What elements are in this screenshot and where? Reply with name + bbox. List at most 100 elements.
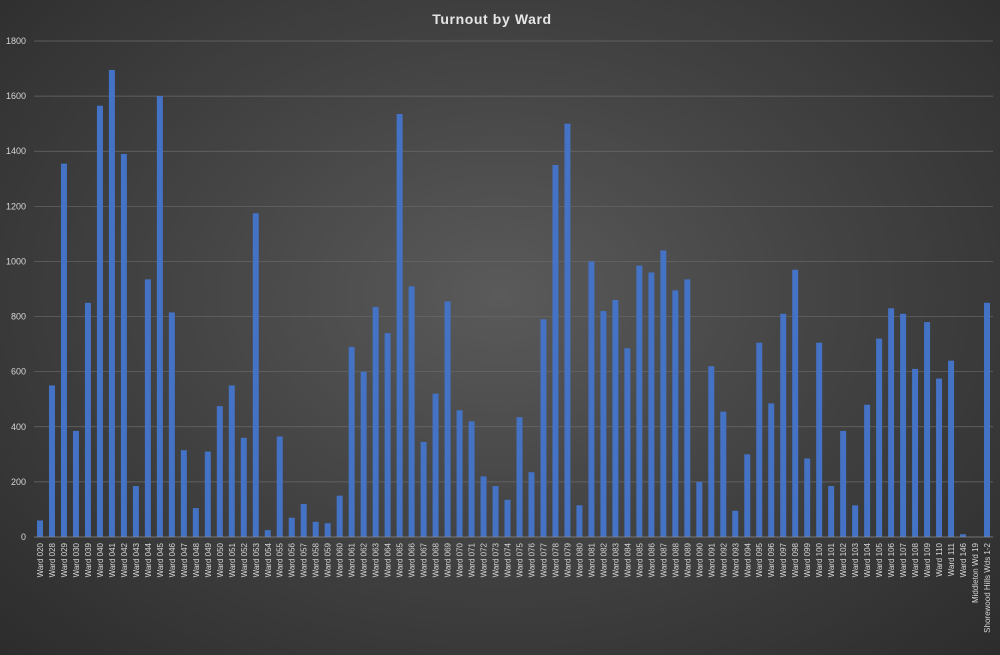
x-tick-label: Ward 085 [635,542,644,577]
bar [720,411,727,537]
x-tick-label: Ward 092 [719,542,728,577]
bar [420,441,427,537]
bar [276,436,283,537]
x-tick-label: Ward 107 [899,542,908,577]
bar [516,417,523,537]
x-tick-label: Ward 046 [168,542,177,577]
gridlines [34,40,993,483]
bar [240,437,247,537]
y-tick-label: 1600 [6,91,26,101]
bar [660,250,667,538]
y-tick-label: 1400 [6,146,26,156]
bar [336,495,343,537]
bar [264,530,271,537]
x-tick-label: Ward 062 [360,542,369,577]
x-tick-label: Ward 102 [839,542,848,577]
x-tick-label: Ward 030 [72,542,81,577]
bar [816,342,823,537]
x-tick-label: Ward 104 [863,542,872,577]
x-tick-label: Ward 111 [947,542,956,576]
x-tick-label: Middleton Wd 19 [971,542,980,603]
y-tick-label: 600 [11,367,26,377]
x-tick-label: Ward 057 [300,542,309,577]
bar [612,300,619,537]
bar [864,404,871,537]
x-tick-label: Ward 099 [803,542,812,577]
x-tick-label: Ward 072 [480,542,489,577]
bar [684,279,691,537]
bar [756,342,763,537]
x-tick-label: Ward 042 [120,542,129,577]
bar [108,69,115,538]
bar [456,410,463,537]
bar [132,486,139,537]
bar [312,521,319,537]
x-tick-label: Ward 109 [923,542,932,577]
bar [96,105,103,537]
bar [552,165,559,537]
x-tick-label: Ward 050 [216,542,225,577]
x-tick-label: Ward 081 [587,542,596,577]
x-axis-tick-labels: Ward 020 Ward 028 Ward 029 Ward 030 Ward 039… [36,542,992,632]
bar [408,286,415,537]
chart-title: Turnout by Ward [432,11,551,27]
x-tick-label: Ward 029 [60,542,69,577]
x-tick-label: Ward 090 [695,542,704,577]
bars [37,69,990,538]
x-tick-label: Ward 041 [108,542,117,577]
bar [840,430,847,537]
bar [48,385,55,537]
x-tick-label: Ward 077 [539,542,548,577]
bar [744,454,751,537]
x-tick-label: Ward 097 [779,542,788,577]
x-tick-label: Ward 108 [911,542,920,577]
y-tick-label: 400 [11,422,26,432]
bar [384,333,391,537]
y-tick-label: 1200 [6,201,26,211]
bar [768,403,775,537]
bar [912,368,919,537]
bar [804,458,811,537]
y-tick-label: 200 [11,477,26,487]
bar [528,472,535,537]
y-axis-tick-labels: 0 200 400 600 800 1000 1200 1400 1600 1800 [6,36,26,542]
bar [984,302,990,537]
bar [348,346,355,537]
bar [204,451,211,537]
bar [540,319,547,537]
bar [588,261,595,537]
x-tick-label: Ward 065 [396,542,405,577]
bar [216,406,223,537]
bar [252,213,259,537]
bar [468,421,475,537]
x-tick-label: Ward 054 [264,542,273,577]
bar [780,313,787,537]
bar [144,279,151,537]
x-tick-label: Ward 084 [623,542,632,577]
bar [324,523,331,537]
bar [792,269,799,537]
x-tick-label: Ward 071 [468,542,477,577]
bar [156,96,163,538]
bar [936,378,943,537]
x-tick-label: Ward 074 [504,542,513,577]
bar [708,366,715,537]
x-tick-label: Ward 048 [192,542,201,577]
x-tick-label: Ward 103 [851,542,860,577]
x-tick-label: Ward 078 [551,542,560,577]
bar [960,534,967,537]
bar [168,312,175,537]
x-tick-label: Ward 066 [408,542,417,577]
bar [180,450,187,537]
bar [60,163,67,537]
bar [372,306,379,537]
x-tick-label: Ward 020 [36,542,45,577]
bar [636,265,643,537]
x-tick-label: Ward 083 [611,542,620,577]
bar [828,486,835,537]
x-tick-label: Ward 095 [755,542,764,577]
x-tick-label: Ward 053 [252,542,261,577]
x-tick-label: Ward 051 [228,542,237,577]
bar [876,338,883,537]
x-tick-label: Ward 059 [324,542,333,577]
